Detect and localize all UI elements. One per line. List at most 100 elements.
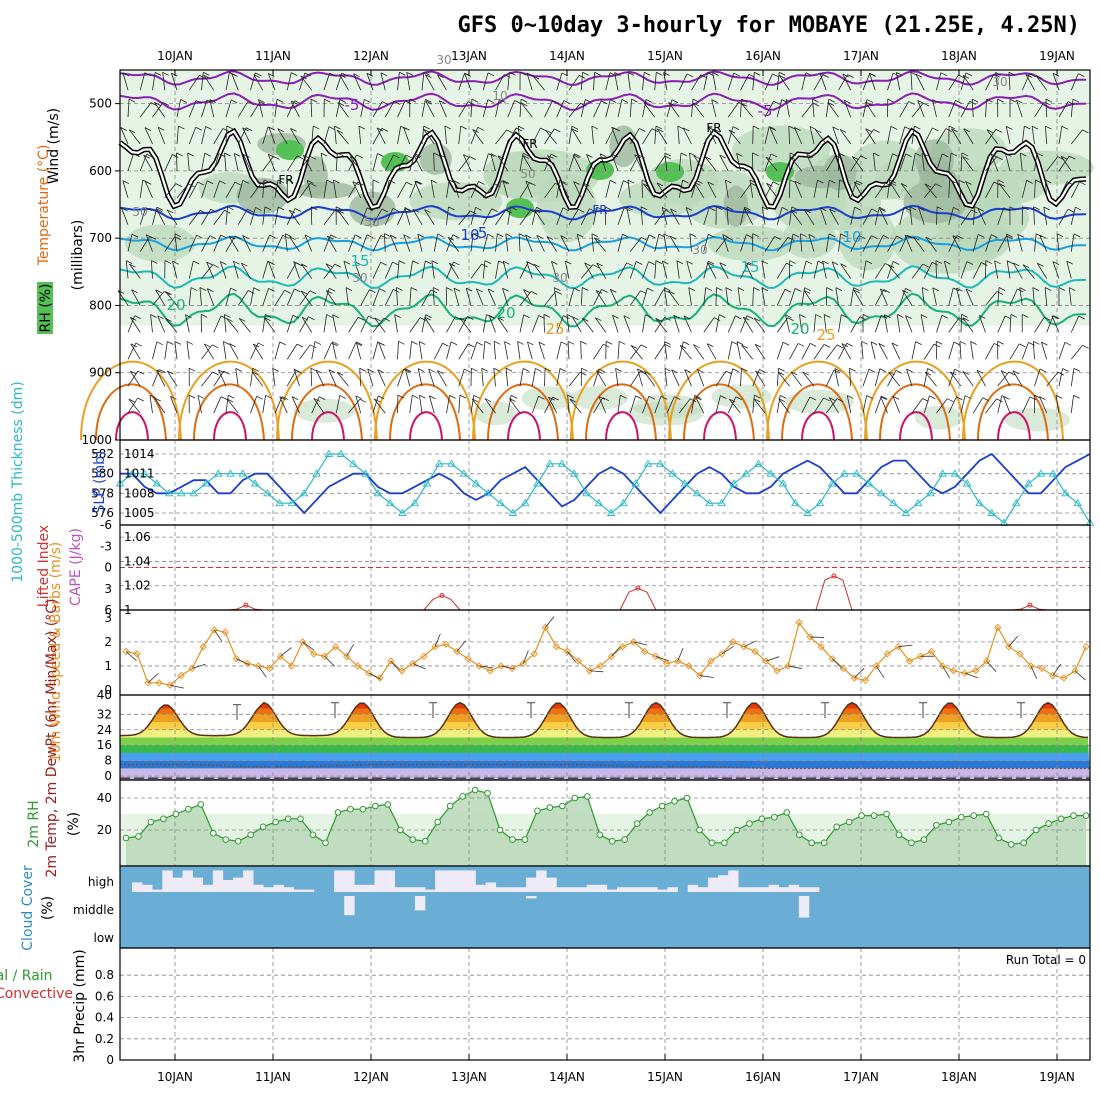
wind-barb-flag (550, 153, 558, 158)
wind-speed-point (674, 657, 682, 665)
wind-barb-flag (1060, 155, 1068, 160)
cloud-middle-gap (526, 896, 537, 899)
wind-barb (861, 341, 864, 360)
wind-barb-flag (861, 340, 868, 345)
wind-barb-flag (643, 102, 651, 107)
wind-barb-flag (452, 234, 459, 239)
wind-barb-flag (977, 208, 985, 212)
cloud-high-gap (647, 887, 658, 892)
wind-barb (536, 235, 545, 252)
wind-barb-flag (313, 397, 320, 402)
wind-barb (799, 314, 803, 333)
wind-barb-flag (907, 234, 914, 239)
wind-barb (684, 369, 692, 387)
wind-barb (948, 179, 951, 198)
wind-tick-label: 0 (104, 683, 112, 697)
wind-barb (629, 261, 637, 279)
wind-barb (546, 236, 558, 252)
wind-barb-flag (269, 234, 276, 239)
wind-barb (899, 207, 905, 225)
wind-barb-flag (1033, 206, 1040, 211)
wind-barb-flag (888, 371, 895, 376)
rh-point (509, 836, 516, 843)
wind-barb-flag (648, 395, 656, 400)
wind-barb-flag (704, 156, 712, 160)
wind-barb (595, 317, 607, 333)
cloud-high-gap (495, 887, 507, 892)
wind-barb (286, 208, 296, 225)
wind-barb (336, 371, 349, 387)
wind-speed-point (596, 662, 605, 670)
wind-barb-flag (126, 260, 133, 264)
wind-barb (643, 183, 656, 199)
thickness-point (373, 488, 383, 497)
wind-barb (874, 207, 880, 225)
wind-speed-point (1071, 667, 1079, 675)
cloud-high-gap (627, 887, 638, 892)
wind-barb (166, 370, 178, 387)
wind-speed-point (1027, 662, 1035, 670)
wind-barb-flag (242, 235, 249, 239)
rh-point (534, 807, 541, 815)
wind-barb (896, 314, 901, 333)
thickness-point (238, 469, 248, 477)
wind-barb (715, 395, 721, 414)
isotherm-25-cell (472, 360, 574, 441)
wind-barb (727, 126, 734, 145)
wind-barb-flag (548, 396, 555, 401)
wind-barb (326, 235, 337, 252)
wind-barb-flag (601, 100, 608, 105)
wind-barb (663, 233, 668, 252)
thickness-point (349, 459, 358, 467)
wind-barb-flag (1029, 73, 1036, 78)
wind-barb-flag (459, 394, 467, 399)
wind-barb-flag (896, 72, 903, 76)
wind-barb-flag (882, 235, 890, 239)
wind-barb-flag (301, 263, 308, 268)
wind-barb-flag (477, 126, 484, 131)
thickness-point (177, 488, 186, 497)
wind-barb (752, 72, 755, 91)
temp-tick-label: 32 (97, 707, 112, 721)
li-tick-label: 6 (104, 603, 112, 617)
wind-barb-flag (1009, 206, 1017, 211)
wind-barb (1009, 343, 1020, 360)
wind-barb-flag (966, 261, 974, 265)
wind-speed-point (376, 674, 384, 682)
cloud-high-gap (768, 884, 779, 892)
wind-barb-flag (752, 125, 760, 130)
wind-barb-flag (165, 291, 172, 295)
wind-barb (936, 398, 948, 414)
wind-barb-flag (808, 234, 816, 238)
thickness-point (570, 469, 579, 477)
precip-tick-label: 0.2 (95, 1032, 114, 1046)
wind-barb-flag (242, 180, 249, 184)
wind-barb (580, 341, 582, 360)
wind-barb-flag (812, 98, 819, 103)
wind-barb (1032, 341, 1035, 360)
rh-point (958, 813, 965, 821)
day-label-bottom: 18JAN (941, 1070, 977, 1084)
wind-barb-flag (505, 367, 513, 372)
wind-barb-flag (831, 261, 839, 266)
rh-point (970, 812, 978, 819)
wind-speed-point (1016, 650, 1024, 658)
wind-barb (693, 344, 705, 360)
wind-barb (1058, 209, 1069, 225)
isotherm-25-cell (864, 360, 966, 441)
cloud-high-gap (192, 877, 204, 892)
wind-barb (691, 74, 702, 91)
wind-barb (580, 72, 583, 91)
wind-barb (139, 207, 147, 225)
wind-speed-point (784, 662, 792, 670)
wind-barb (526, 261, 533, 279)
wind-barb-flag (953, 206, 960, 211)
wind-barb (458, 368, 465, 387)
wind-barb (815, 129, 827, 145)
wind-barb-flag (941, 314, 949, 319)
wind-barb (548, 396, 558, 414)
wind-barb (703, 72, 709, 91)
wind-barb (839, 129, 852, 145)
wind-barb-flag (197, 181, 204, 186)
wind-barb-flag (1035, 75, 1043, 80)
